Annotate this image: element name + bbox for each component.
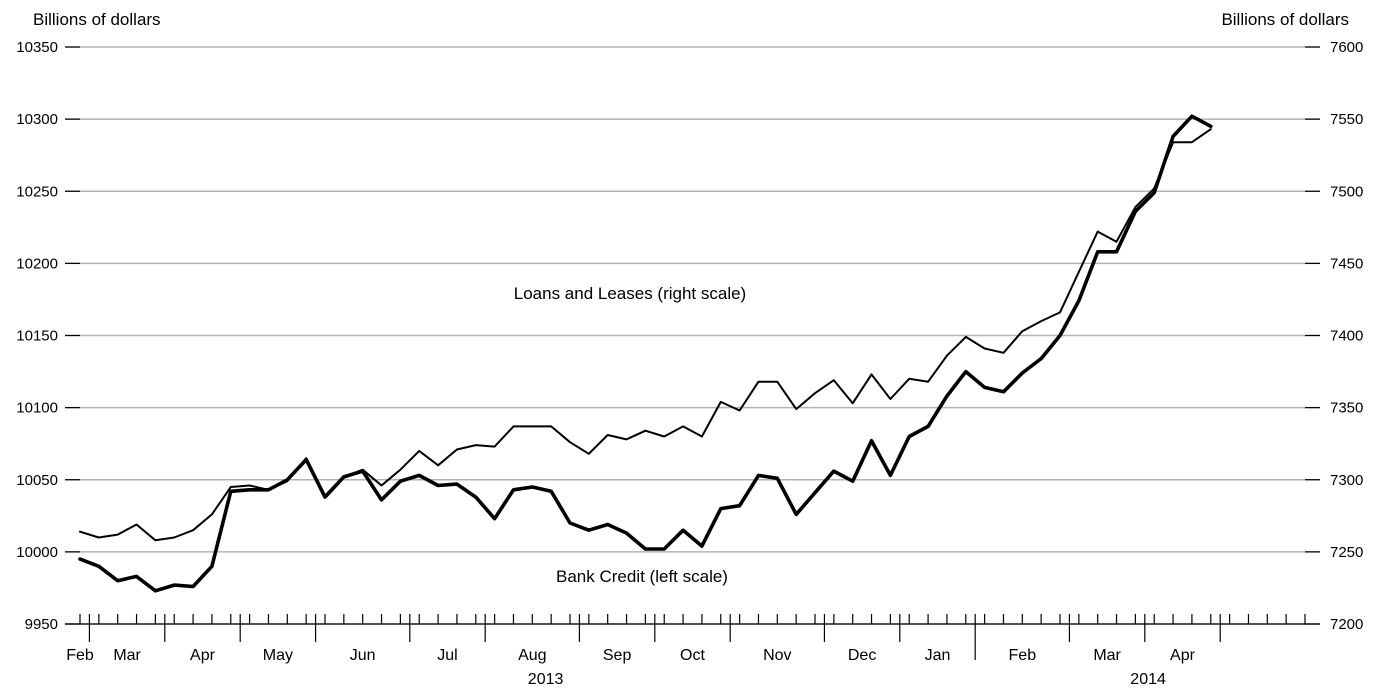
left-tick-label: 10100 [16, 400, 58, 417]
left-tick-label: 10050 [16, 472, 58, 489]
right-tick-label: 7450 [1330, 255, 1363, 272]
month-label: Jan [925, 647, 951, 664]
right-tick-label: 7400 [1330, 328, 1363, 345]
left-axis-unit-label: Billions of dollars [33, 10, 161, 29]
year-label: 2013 [528, 671, 564, 688]
month-label: Jul [437, 647, 457, 664]
loans-and-leases-annotation: Loans and Leases (right scale) [514, 284, 746, 303]
right-tick-label: 7250 [1330, 544, 1363, 561]
gridlines [65, 46, 1320, 625]
left-tick-label: 10250 [16, 183, 58, 200]
month-label: Feb [66, 647, 94, 664]
left-axis: 9950 10000 10050 10100 10150 10200 10250 10300 1… [16, 39, 80, 633]
series-layer [78, 114, 1213, 593]
month-label: Mar [113, 647, 141, 664]
right-axis: 7200 7250 7300 7350 7400 7450 7500 7550 7600 [1305, 39, 1363, 633]
month-label: Apr [190, 647, 216, 664]
right-tick-label: 7500 [1330, 183, 1363, 200]
month-label: Oct [680, 647, 705, 664]
month-label: Feb [1009, 647, 1037, 664]
left-tick-label: 10200 [16, 255, 58, 272]
month-label: Aug [518, 647, 546, 664]
right-axis-unit-label: Billions of dollars [1221, 10, 1349, 29]
right-tick-label: 7350 [1330, 400, 1363, 417]
year-label: 2014 [1130, 671, 1166, 688]
month-label: Nov [763, 647, 791, 664]
bank-credit-annotation: Bank Credit (left scale) [556, 567, 728, 586]
month-label: May [263, 647, 293, 664]
right-tick-label: 7600 [1330, 39, 1363, 56]
x-axis: Feb Mar Apr May Jun Jul Aug Sep Oct Nov Dec Jan Feb M… [65, 614, 1320, 688]
right-tick-label: 7550 [1330, 111, 1363, 128]
month-label: Sep [603, 647, 632, 664]
left-tick-label: 10150 [16, 328, 58, 345]
right-tick-label: 7200 [1330, 616, 1363, 633]
left-tick-label: 10350 [16, 39, 58, 56]
month-label: Apr [1170, 647, 1196, 664]
month-label: Mar [1093, 647, 1121, 664]
bank-credit-line [78, 114, 1213, 593]
left-tick-label: 9950 [25, 616, 58, 633]
right-tick-label: 7300 [1330, 472, 1363, 489]
month-label: Dec [848, 647, 876, 664]
month-label: Jun [350, 647, 376, 664]
left-tick-label: 10300 [16, 111, 58, 128]
left-tick-label: 10000 [16, 544, 58, 561]
